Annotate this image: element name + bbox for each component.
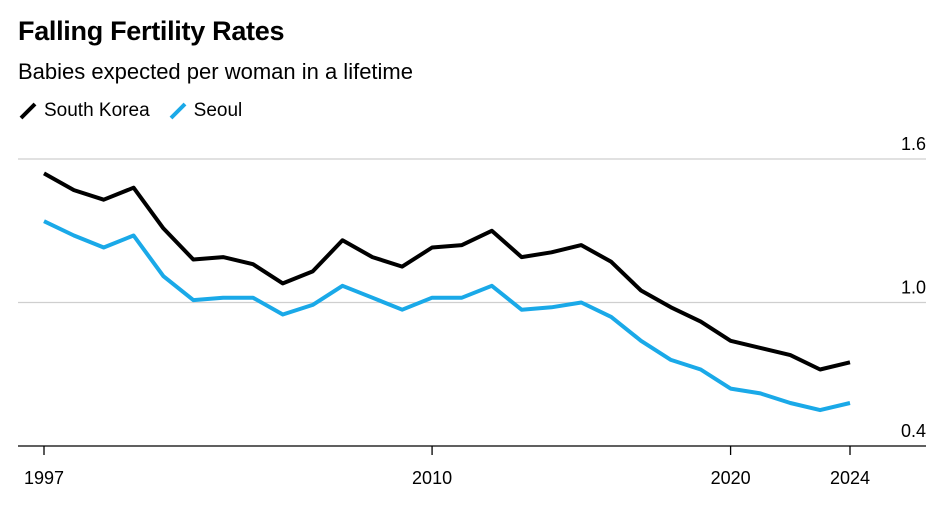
y-tick-label: 1.6 <box>901 134 926 154</box>
y-tick-label: 0.4 <box>901 421 926 441</box>
chart-title: Falling Fertility Rates <box>18 16 285 46</box>
y-tick-label: 1.0 <box>901 278 926 298</box>
x-tick-label: 1997 <box>24 468 64 488</box>
series-line-south-korea <box>43 171 851 372</box>
series-line-seoul <box>43 219 851 413</box>
legend-label-seoul: Seoul <box>193 100 243 121</box>
legend-swatch-south-korea <box>19 102 37 120</box>
legend-item-south-korea: South Korea <box>18 100 150 122</box>
x-tick-label: 2010 <box>412 468 452 488</box>
chart-subtitle: Babies expected per woman in a lifetime <box>18 59 413 84</box>
x-tick-label: 2024 <box>830 468 870 488</box>
legend-swatch-seoul <box>169 102 187 120</box>
legend-label-south-korea: South Korea <box>44 100 150 121</box>
legend-item-seoul: Seoul <box>168 100 243 122</box>
x-tick-label: 2020 <box>711 468 751 488</box>
legend: South Korea Seoul <box>18 100 260 122</box>
